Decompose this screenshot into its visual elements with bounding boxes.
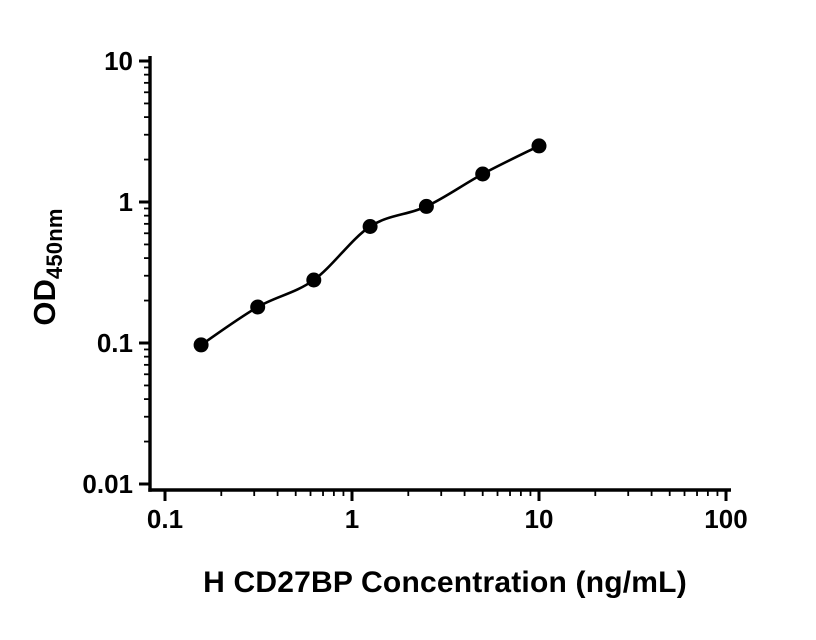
- x-tick-label: 100: [704, 504, 747, 534]
- x-axis-title: H CD27BP Concentration (ng/mL): [203, 566, 687, 599]
- data-point: [531, 138, 547, 154]
- x-tick-label: 1: [345, 504, 359, 534]
- y-tick-label: 0.01: [82, 469, 133, 499]
- data-point: [362, 219, 378, 234]
- x-tick-label: 10: [525, 504, 554, 534]
- data-point: [306, 272, 322, 288]
- y-tick-label: 1: [119, 187, 133, 217]
- data-point: [418, 198, 434, 214]
- data-point: [193, 337, 209, 353]
- y-tick-label: 0.1: [97, 328, 133, 358]
- x-tick-label: 0.1: [147, 504, 183, 534]
- data-point: [250, 299, 266, 315]
- y-tick-label: 10: [104, 46, 133, 76]
- y-axis-title: OD450nm: [22, 147, 68, 387]
- y-axis-title-subscript: 450nm: [42, 208, 67, 280]
- data-point: [475, 166, 491, 182]
- y-axis-title-main: OD: [27, 279, 62, 326]
